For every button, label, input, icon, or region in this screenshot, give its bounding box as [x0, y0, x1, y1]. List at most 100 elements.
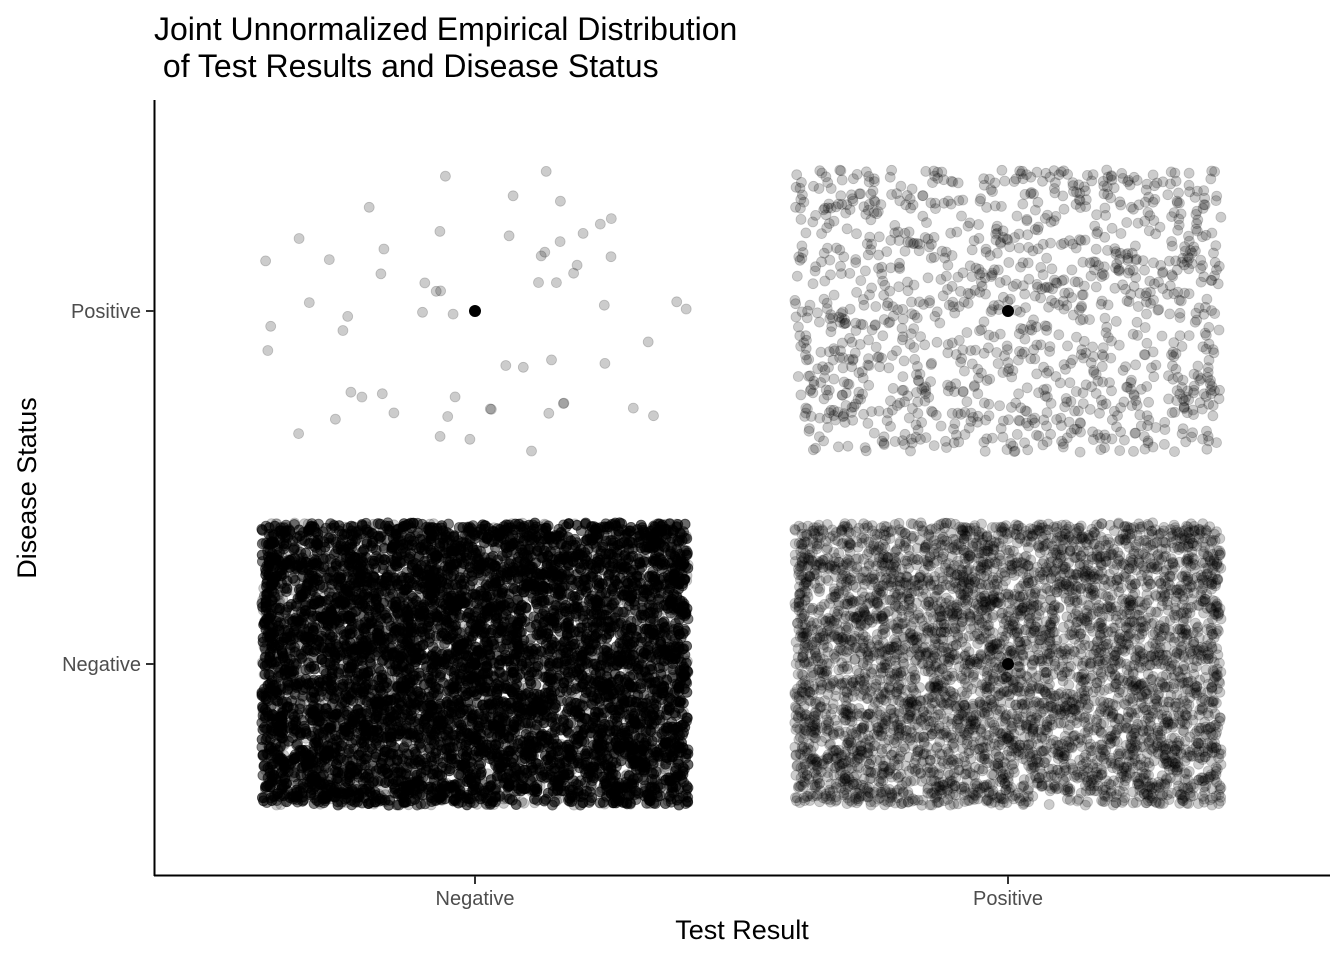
data-point — [1168, 271, 1178, 281]
data-point — [1207, 228, 1217, 238]
data-point — [1047, 264, 1057, 274]
data-point — [812, 308, 822, 318]
data-point — [842, 224, 852, 234]
data-point — [1132, 317, 1142, 327]
data-point — [879, 290, 889, 300]
data-point — [907, 297, 917, 307]
data-point — [1036, 340, 1046, 350]
data-point — [1175, 389, 1185, 399]
data-point — [1184, 168, 1194, 178]
data-point — [792, 271, 802, 281]
data-point — [920, 340, 930, 350]
data-point — [1144, 397, 1154, 407]
data-point — [793, 322, 803, 332]
data-point — [795, 331, 805, 341]
data-point — [1063, 341, 1073, 351]
data-point — [792, 170, 802, 180]
data-point — [1030, 205, 1040, 215]
data-point — [1111, 263, 1121, 273]
data-point — [1125, 265, 1135, 275]
data-point — [877, 436, 887, 446]
data-point — [1100, 313, 1110, 323]
data-point — [1065, 236, 1075, 246]
data-point — [1190, 317, 1200, 327]
data-point — [1199, 186, 1209, 196]
data-point — [1155, 222, 1165, 232]
data-point — [926, 239, 936, 249]
data-point — [649, 411, 659, 421]
data-point — [974, 220, 984, 230]
data-point — [963, 221, 973, 231]
data-point — [1140, 265, 1150, 275]
data-point — [1023, 258, 1033, 268]
data-point — [962, 397, 972, 407]
data-point — [1169, 352, 1179, 362]
data-point — [1091, 257, 1101, 267]
data-point — [1179, 260, 1189, 270]
data-point — [905, 194, 915, 204]
data-point — [835, 165, 845, 175]
data-point — [882, 247, 892, 257]
data-point — [1091, 389, 1101, 399]
data-point — [995, 329, 1005, 339]
data-point — [966, 346, 976, 356]
data-point — [1211, 196, 1221, 206]
data-point — [903, 277, 913, 287]
data-point — [1042, 253, 1052, 263]
data-point — [840, 417, 850, 427]
data-point — [904, 413, 914, 423]
data-point — [833, 407, 843, 417]
data-point — [845, 333, 855, 343]
data-point — [1068, 310, 1078, 320]
data-point — [878, 331, 888, 341]
data-point — [508, 191, 518, 201]
data-point — [874, 232, 884, 242]
data-point — [1098, 377, 1108, 387]
data-point — [919, 299, 929, 309]
data-point — [804, 426, 814, 436]
data-point — [1065, 378, 1075, 388]
data-point — [1134, 200, 1144, 210]
data-point — [877, 353, 887, 363]
data-point — [826, 184, 836, 194]
data-point — [1058, 191, 1068, 201]
data-point — [555, 237, 565, 247]
data-point — [830, 346, 840, 356]
data-point — [856, 276, 866, 286]
data-point — [1177, 341, 1187, 351]
data-point — [324, 255, 334, 265]
data-point — [791, 202, 801, 212]
data-point — [440, 171, 450, 181]
data-point — [802, 355, 812, 365]
data-point — [1127, 401, 1137, 411]
data-point — [1014, 229, 1024, 239]
data-point — [338, 326, 348, 336]
data-point — [859, 409, 869, 419]
data-point — [1116, 229, 1126, 239]
data-point — [1079, 336, 1089, 346]
data-point — [541, 166, 551, 176]
data-point — [936, 274, 946, 284]
data-point — [998, 432, 1008, 442]
data-point — [823, 390, 833, 400]
data-point — [1165, 281, 1175, 291]
data-point — [929, 252, 939, 262]
data-point — [837, 175, 847, 185]
data-point — [1004, 415, 1014, 425]
data-point — [900, 397, 910, 407]
data-point — [981, 244, 991, 254]
data-point — [836, 261, 846, 271]
data-point — [973, 411, 983, 421]
data-point — [1040, 283, 1050, 293]
data-point — [921, 433, 931, 443]
data-point — [1073, 277, 1083, 287]
data-point — [929, 441, 939, 451]
data-point — [1056, 413, 1066, 423]
data-point — [827, 321, 837, 331]
data-point — [304, 298, 314, 308]
data-point — [886, 396, 896, 406]
data-point — [869, 428, 879, 438]
data-point — [980, 446, 990, 456]
data-point — [1175, 331, 1185, 341]
data-point — [931, 410, 941, 420]
